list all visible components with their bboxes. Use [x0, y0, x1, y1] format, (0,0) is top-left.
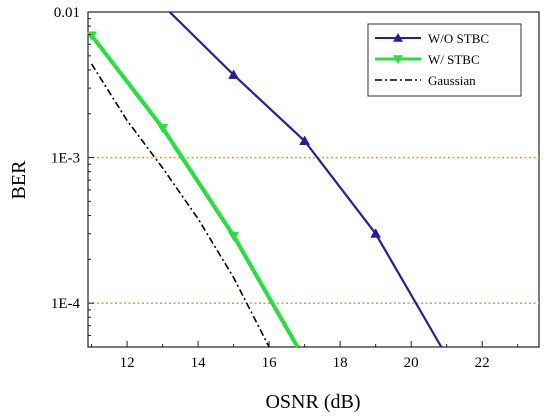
x-tick-label: 16	[262, 355, 278, 371]
y-axis-title: BER	[8, 160, 30, 200]
legend-marker-w-o-stbc	[393, 33, 403, 42]
y-tick-label: 0.01	[54, 5, 80, 21]
data-point-w-stbc	[157, 123, 169, 134]
legend: W/O STBC W/ STBC Gaussian	[367, 23, 522, 97]
data-point-w-o-stbc	[228, 69, 240, 79]
legend-label-w-o-stbc: W/O STBC	[428, 31, 489, 46]
x-tick-label: 20	[404, 355, 419, 371]
x-tick-label: 14	[191, 355, 207, 371]
x-axis-title: OSNR (dB)	[265, 391, 360, 413]
data-point-w-stbc	[228, 231, 240, 242]
data-point-w-stbc	[86, 31, 97, 41]
x-tick-label: 22	[475, 355, 490, 371]
reference-lines	[88, 156, 539, 304]
legend-label-gaussian: Gaussian	[428, 73, 476, 88]
y-axis-ticks: 1E-4 1E-3 0.01	[51, 5, 94, 348]
data-point-w-o-stbc	[370, 228, 382, 238]
series-line-w-stbc	[89, 34, 300, 348]
y-tick-label: 1E-4	[51, 296, 81, 312]
legend-marker-w-stbc	[393, 55, 403, 64]
data-point-w-o-stbc	[299, 135, 311, 145]
x-tick-label: 18	[333, 355, 348, 371]
x-tick-label: 12	[120, 355, 135, 371]
series-layer	[86, 11, 443, 348]
x-axis-ticks: 12 14 16 18 20 22	[91, 341, 519, 371]
y-tick-label: 1E-3	[51, 151, 80, 167]
legend-label-w-stbc: W/ STBC	[428, 52, 480, 67]
series-line-gaussian	[90, 63, 270, 348]
